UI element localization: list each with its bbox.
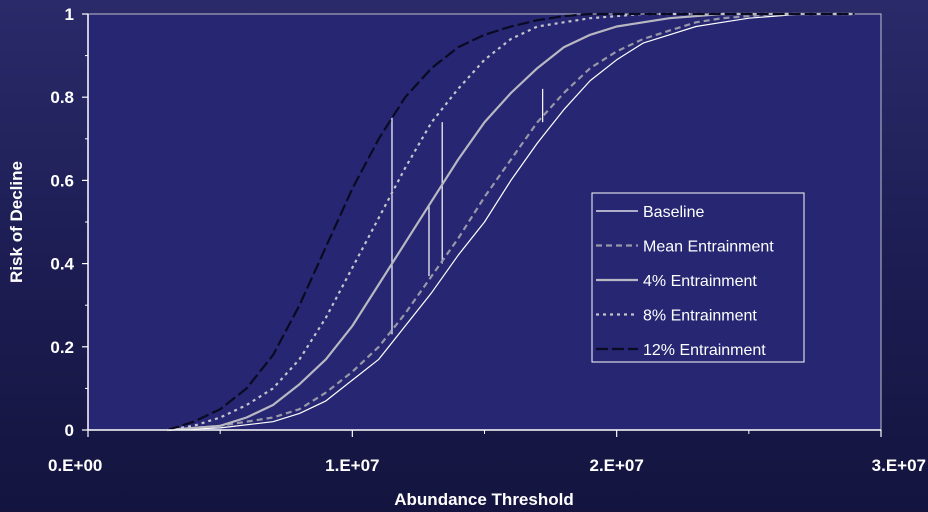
series-line [166, 12, 855, 432]
legend-label: 12% Entrainment [643, 342, 766, 359]
legend-label: 8% Entrainment [643, 308, 757, 325]
y-axis-title: Risk of Decline [7, 161, 26, 283]
y-tick-label: 0.4 [50, 255, 74, 274]
x-tick-label: 2.E+07 [589, 456, 643, 475]
y-tick-label: 1 [65, 5, 74, 24]
y-tick-label: 0.2 [50, 338, 74, 357]
y-tick-label: 0.6 [50, 171, 74, 190]
y-tick-label: 0 [65, 421, 74, 440]
x-axis-title: Abundance Threshold [394, 490, 573, 509]
legend-box [591, 192, 805, 363]
y-tick-label: 0.8 [50, 88, 74, 107]
annotation-lines [391, 88, 544, 335]
series-lines [166, 12, 855, 432]
x-tick-label: 1.E+07 [325, 456, 379, 475]
axes: 0 0.2 0.4 0.6 0.8 1 0.E+00 1.E+07 2.E+07 3.E+07 [48, 5, 926, 475]
x-tick-label: 3.E+07 [872, 456, 926, 475]
legend: Baseline Mean Entrainment 4% Entrainment 8%… [591, 192, 805, 363]
legend-label: Mean Entrainment [643, 239, 774, 256]
series-line [167, 12, 855, 432]
legend-label: Baseline [643, 204, 704, 221]
series-line [167, 13, 855, 431]
series-line [167, 12, 855, 432]
x-tick-label: 0.E+00 [48, 456, 102, 475]
legend-label: 4% Entrainment [643, 273, 757, 290]
